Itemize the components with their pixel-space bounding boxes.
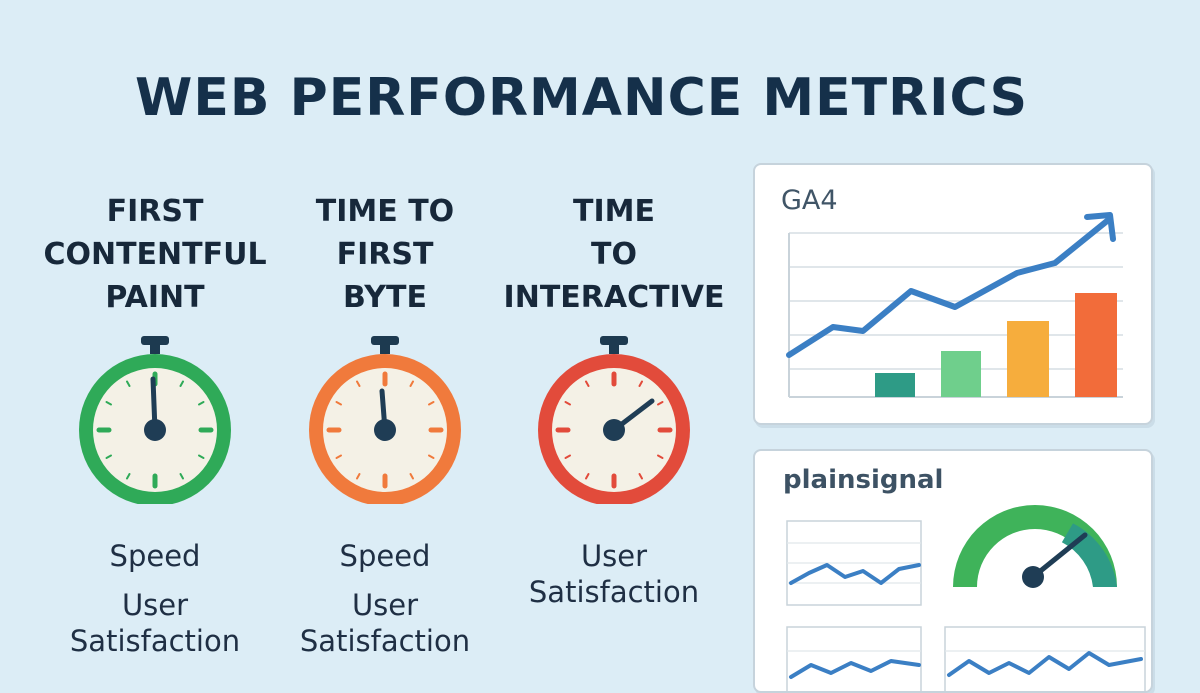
ga4-bar — [875, 373, 915, 397]
metric-tag-speed: Speed — [109, 539, 201, 573]
ga4-chart — [786, 212, 1123, 398]
metric-tag-user-satisfaction: User Satisfaction — [299, 588, 471, 658]
ga4-bar — [1075, 293, 1117, 397]
sparkline-panel — [944, 626, 1146, 691]
plainsignal-charts — [786, 505, 1146, 691]
plainsignal-label: plainsignal — [783, 465, 944, 495]
ga4-trend-line — [786, 218, 1110, 358]
sparkline-panel — [786, 626, 922, 691]
metric-time-to-first-byte: TIME TO FIRST BYTE Speed User Satisfacti… — [265, 190, 505, 659]
stopwatch-icon — [538, 336, 690, 504]
metric-time-to-interactive: TIME TO INTERACTIVE User Satisfaction — [494, 190, 734, 610]
page-title: WEB PERFORMANCE METRICS — [135, 68, 1029, 128]
ga4-dashboard-card: GA4 — [753, 163, 1153, 425]
ga4-bar — [1007, 321, 1049, 397]
ga4-label: GA4 — [781, 185, 838, 216]
stopwatch-icon — [309, 336, 461, 504]
speedometer-gauge-icon — [953, 505, 1117, 588]
stopwatch-icon — [79, 336, 231, 504]
metric-tag-user-satisfaction: User Satisfaction — [69, 588, 241, 658]
metric-tag-user-satisfaction: User Satisfaction — [528, 539, 700, 609]
metric-title: FIRST CONTENTFUL PAINT — [43, 194, 267, 315]
plainsignal-dashboard-card: plainsignal — [753, 449, 1153, 693]
metric-title: TIME TO FIRST BYTE — [315, 194, 455, 315]
ga4-bar — [941, 351, 981, 397]
metric-first-contentful-paint: FIRST CONTENTFUL PAINT Speed User Satisf… — [35, 190, 275, 659]
metric-title: TIME TO INTERACTIVE — [503, 194, 725, 315]
arrow-up-icon — [1084, 212, 1116, 242]
metric-tag-speed: Speed — [339, 539, 431, 573]
sparkline-panel — [786, 520, 922, 606]
